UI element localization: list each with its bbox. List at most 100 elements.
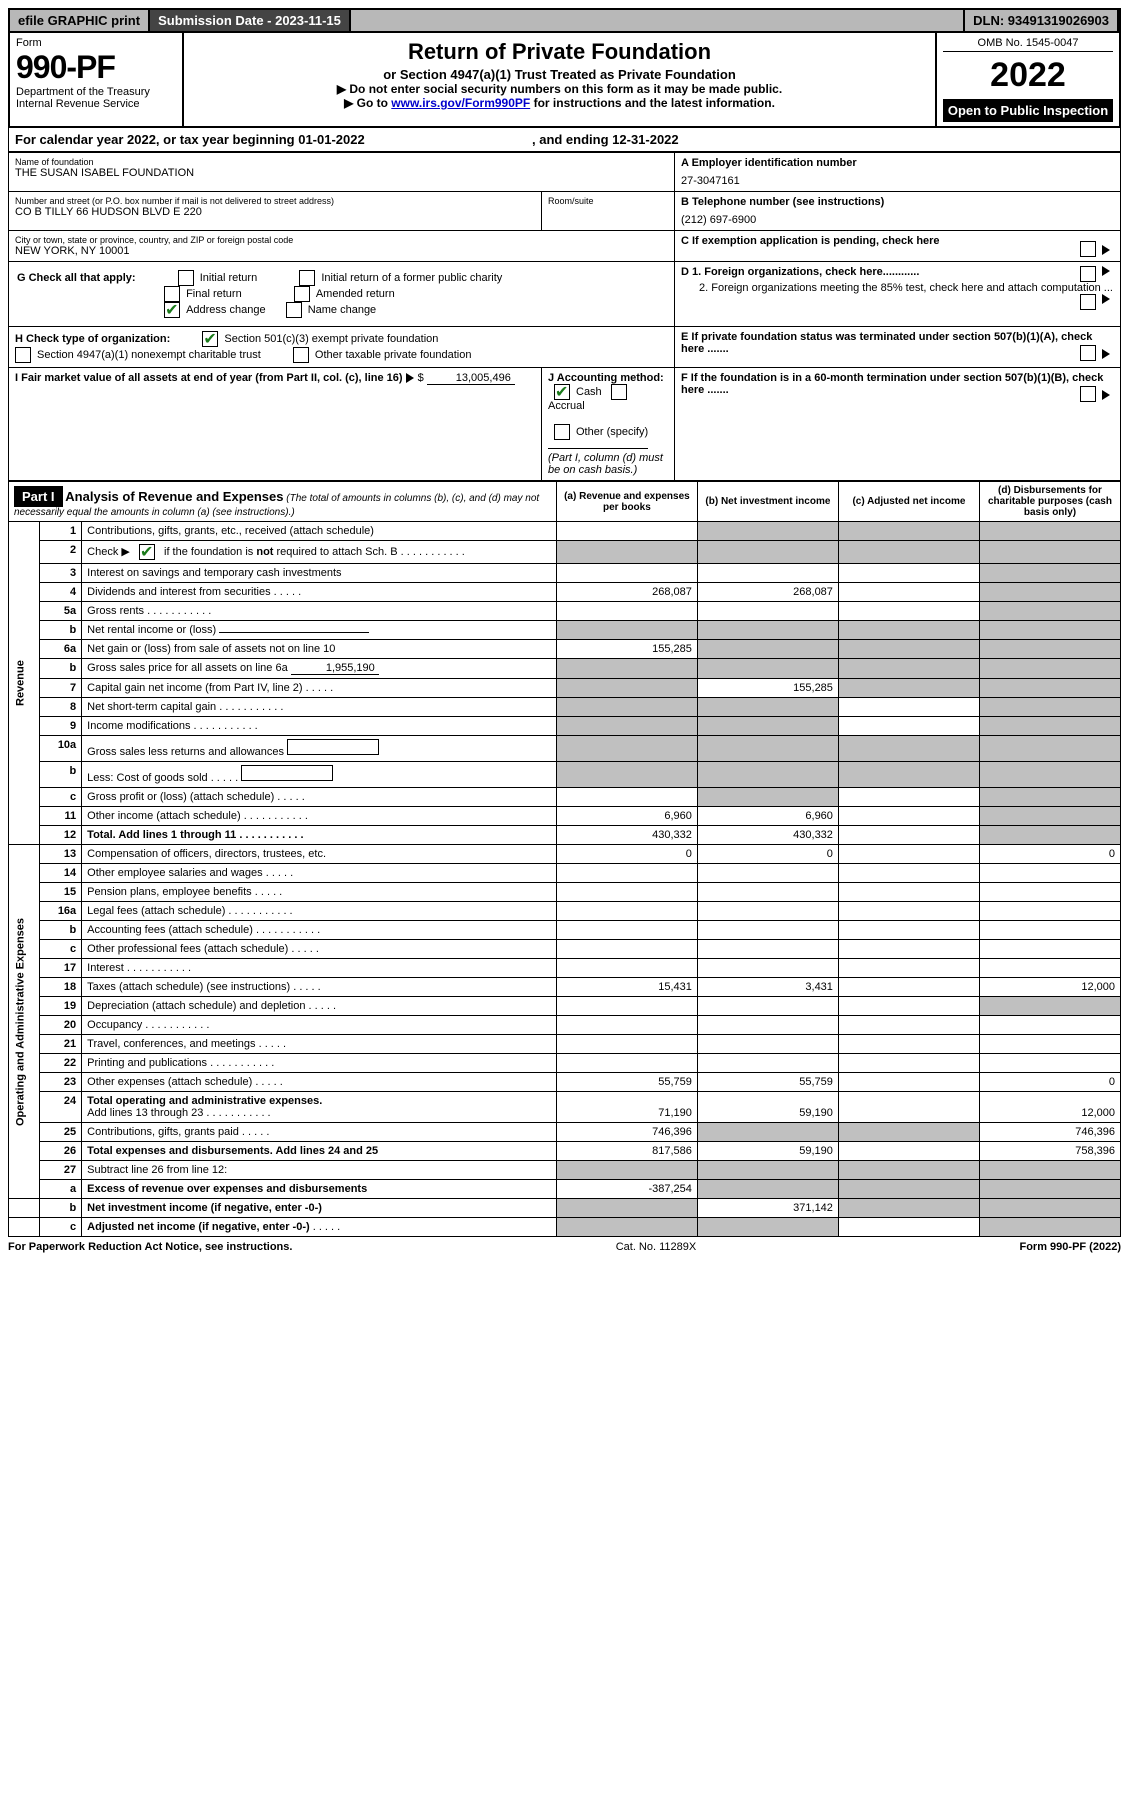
table-row: 6a Net gain or (loss) from sale of asset…: [9, 640, 1121, 659]
table-row: c Gross profit or (loss) (attach schedul…: [9, 788, 1121, 807]
tax-year: 2022: [943, 56, 1113, 95]
ein-value: 27-3047161: [681, 169, 1114, 187]
table-row: 3 Interest on savings and temporary cash…: [9, 564, 1121, 583]
i-label: I Fair market value of all assets at end…: [15, 372, 403, 384]
table-row: 15 Pension plans, employee benefits: [9, 883, 1121, 902]
paperwork-notice: For Paperwork Reduction Act Notice, see …: [8, 1241, 292, 1253]
efile-label: efile GRAPHIC print: [10, 10, 150, 31]
table-row: 19 Depreciation (attach schedule) and de…: [9, 997, 1121, 1016]
part1-table: Part I Analysis of Revenue and Expenses …: [8, 481, 1121, 1237]
table-row: a Excess of revenue over expenses and di…: [9, 1180, 1121, 1199]
triangle-icon: [1102, 349, 1110, 359]
h-label: H Check type of organization:: [15, 333, 170, 345]
initial-return-checkbox[interactable]: [178, 270, 194, 286]
form-ref: Form 990-PF (2022): [1019, 1241, 1121, 1253]
table-row: 9 Income modifications: [9, 717, 1121, 736]
cash-checkbox[interactable]: [554, 384, 570, 400]
triangle-icon: [1102, 245, 1110, 255]
table-row: 14 Other employee salaries and wages: [9, 864, 1121, 883]
phone-label: B Telephone number (see instructions): [681, 196, 1114, 208]
table-row: 10a Gross sales less returns and allowan…: [9, 736, 1121, 762]
table-row: 18 Taxes (attach schedule) (see instruct…: [9, 978, 1121, 997]
initial-pub-checkbox[interactable]: [299, 270, 315, 286]
table-row: 17 Interest: [9, 959, 1121, 978]
name-change-checkbox[interactable]: [286, 302, 302, 318]
c-checkbox[interactable]: [1080, 241, 1096, 257]
e-label: E If private foundation status was termi…: [681, 331, 1092, 355]
j-note: (Part I, column (d) must be on cash basi…: [548, 452, 663, 476]
form-label: Form: [16, 37, 176, 49]
col-b-header: (b) Net investment income: [697, 482, 838, 522]
other-tax-checkbox[interactable]: [293, 347, 309, 363]
triangle-icon: [1102, 266, 1110, 276]
dln-label: DLN: 93491319026903: [965, 10, 1119, 31]
d2-checkbox[interactable]: [1080, 294, 1096, 310]
open-to-public: Open to Public Inspection: [943, 99, 1113, 122]
f-label: F If the foundation is in a 60-month ter…: [681, 372, 1103, 396]
form-number: 990-PF: [16, 49, 176, 86]
f-checkbox[interactable]: [1080, 386, 1096, 402]
table-row: c Adjusted net income (if negative, ente…: [9, 1218, 1121, 1237]
ein-label: A Employer identification number: [681, 157, 1114, 169]
table-row: 23 Other expenses (attach schedule) 55,7…: [9, 1073, 1121, 1092]
city-label: City or town, state or province, country…: [15, 235, 668, 245]
d1-checkbox[interactable]: [1080, 266, 1096, 282]
col-d-header: (d) Disbursements for charitable purpose…: [979, 482, 1120, 522]
table-row: b Net rental income or (loss): [9, 621, 1121, 640]
dept-line2: Internal Revenue Service: [16, 98, 176, 110]
foundation-info: Name of foundation THE SUSAN ISABEL FOUN…: [8, 152, 1121, 481]
table-row: Operating and Administrative Expenses 13…: [9, 845, 1121, 864]
dept-line1: Department of the Treasury: [16, 86, 176, 98]
accrual-checkbox[interactable]: [611, 384, 627, 400]
501c3-checkbox[interactable]: [202, 331, 218, 347]
other-method-checkbox[interactable]: [554, 424, 570, 440]
addr-value: CO B TILLY 66 HUDSON BLVD E 220: [15, 206, 535, 218]
form-title: Return of Private Foundation: [190, 39, 929, 65]
city-value: NEW YORK, NY 10001: [15, 245, 668, 257]
amended-checkbox[interactable]: [294, 286, 310, 302]
triangle-icon: [1102, 294, 1110, 304]
table-row: 11 Other income (attach schedule) 6,9606…: [9, 807, 1121, 826]
phone-value: (212) 697-6900: [681, 208, 1114, 226]
table-row: 26 Total expenses and disbursements. Add…: [9, 1142, 1121, 1161]
name-label: Name of foundation: [15, 157, 668, 167]
table-row: 8 Net short-term capital gain: [9, 698, 1121, 717]
form990pf-link[interactable]: www.irs.gov/Form990PF: [391, 96, 530, 110]
table-row: 21 Travel, conferences, and meetings: [9, 1035, 1121, 1054]
table-row: 7 Capital gain net income (from Part IV,…: [9, 679, 1121, 698]
table-row: 27 Subtract line 26 from line 12:: [9, 1161, 1121, 1180]
fmv-value: 13,005,496: [427, 372, 515, 385]
triangle-icon: [1102, 390, 1110, 400]
table-row: Revenue 1 Contributions, gifts, grants, …: [9, 522, 1121, 541]
table-row: 2 Check ▶ if the foundation is not requi…: [9, 541, 1121, 564]
expenses-side-label: Operating and Administrative Expenses: [9, 845, 40, 1199]
form-subtitle: or Section 4947(a)(1) Trust Treated as P…: [190, 67, 929, 82]
table-row: 20 Occupancy: [9, 1016, 1121, 1035]
triangle-icon: [406, 373, 414, 383]
table-row: 4 Dividends and interest from securities…: [9, 583, 1121, 602]
table-row: c Other professional fees (attach schedu…: [9, 940, 1121, 959]
submission-date: Submission Date - 2023-11-15: [150, 10, 351, 31]
table-row: 16a Legal fees (attach schedule): [9, 902, 1121, 921]
calendar-year-row: For calendar year 2022, or tax year begi…: [8, 128, 1121, 152]
table-row: b Less: Cost of goods sold: [9, 762, 1121, 788]
address-change-checkbox[interactable]: [164, 302, 180, 318]
revenue-side-label: Revenue: [9, 522, 40, 845]
col-a-header: (a) Revenue and expenses per books: [556, 482, 697, 522]
foundation-name: THE SUSAN ISABEL FOUNDATION: [15, 167, 668, 179]
part1-title: Analysis of Revenue and Expenses: [65, 489, 283, 504]
table-row: 5a Gross rents: [9, 602, 1121, 621]
inst-line2: ▶ Go to www.irs.gov/Form990PF for instru…: [190, 96, 929, 110]
e-checkbox[interactable]: [1080, 345, 1096, 361]
c-label: C If exemption application is pending, c…: [681, 235, 940, 247]
table-row: b Accounting fees (attach schedule): [9, 921, 1121, 940]
4947-checkbox[interactable]: [15, 347, 31, 363]
schb-checkbox[interactable]: [139, 544, 155, 560]
cat-number: Cat. No. 11289X: [616, 1241, 697, 1253]
topbar-spacer: [351, 10, 965, 31]
d2-label: 2. Foreign organizations meeting the 85%…: [699, 282, 1113, 294]
table-row: 12 Total. Add lines 1 through 11 430,332…: [9, 826, 1121, 845]
omb-number: OMB No. 1545-0047: [943, 37, 1113, 52]
part1-label: Part I: [14, 486, 63, 507]
table-row: b Net investment income (if negative, en…: [9, 1199, 1121, 1218]
